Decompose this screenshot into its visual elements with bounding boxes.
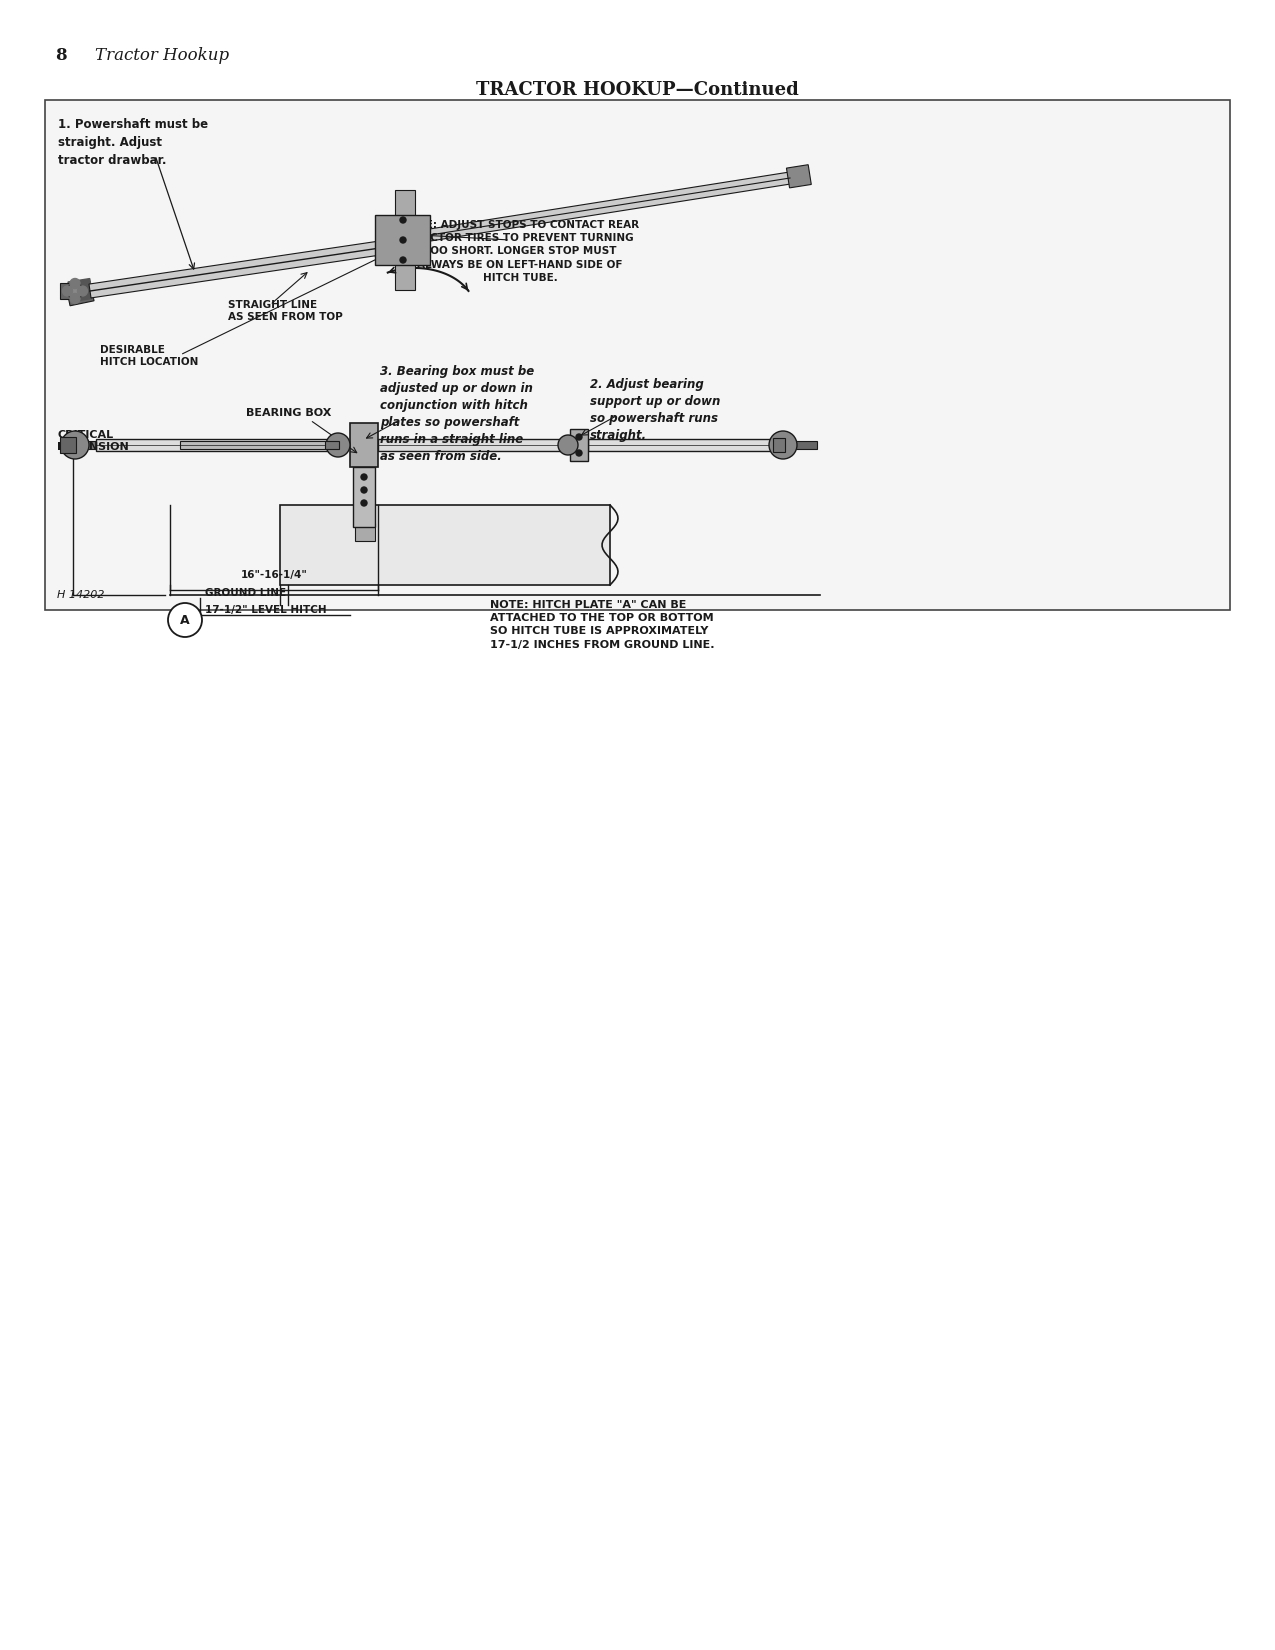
- Text: 17-1/2" LEVEL HITCH: 17-1/2" LEVEL HITCH: [205, 606, 326, 615]
- Circle shape: [576, 450, 581, 455]
- Circle shape: [61, 431, 89, 459]
- Text: 8: 8: [55, 46, 66, 63]
- Bar: [76, 441, 96, 449]
- Circle shape: [361, 487, 367, 493]
- Circle shape: [400, 257, 405, 262]
- Text: 3. Bearing box must be
adjusted up or down in
conjunction with hitch
plates so p: 3. Bearing box must be adjusted up or do…: [380, 365, 534, 464]
- Circle shape: [576, 434, 581, 441]
- Bar: [280, 505, 609, 586]
- Bar: [354, 474, 374, 482]
- Bar: [351, 422, 377, 467]
- Bar: [96, 439, 337, 450]
- Circle shape: [361, 474, 367, 480]
- Circle shape: [70, 279, 80, 289]
- Bar: [354, 498, 374, 507]
- Bar: [354, 523, 375, 541]
- Bar: [60, 437, 76, 454]
- Text: Tractor Hookup: Tractor Hookup: [96, 46, 230, 63]
- Circle shape: [400, 238, 405, 243]
- Polygon shape: [430, 172, 790, 241]
- Bar: [60, 284, 76, 299]
- Circle shape: [400, 218, 405, 223]
- Bar: [325, 441, 339, 449]
- Circle shape: [168, 602, 201, 637]
- Bar: [354, 487, 374, 493]
- Text: 2. Adjust bearing
support up or down
so powershaft runs
straight.: 2. Adjust bearing support up or down so …: [590, 378, 720, 442]
- Circle shape: [558, 436, 578, 455]
- Circle shape: [361, 500, 367, 507]
- Circle shape: [62, 285, 73, 295]
- Text: STRAIGHT LINE
AS SEEN FROM TOP: STRAIGHT LINE AS SEEN FROM TOP: [228, 300, 343, 322]
- Text: NOTE: HITCH PLATE "A" CAN BE
ATTACHED TO THE TOP OR BOTTOM
SO HITCH TUBE IS APPR: NOTE: HITCH PLATE "A" CAN BE ATTACHED TO…: [490, 601, 714, 650]
- Circle shape: [70, 294, 80, 304]
- Text: TRACTOR HOOKUP—Continued: TRACTOR HOOKUP—Continued: [476, 81, 798, 99]
- Circle shape: [68, 284, 83, 299]
- Bar: [570, 429, 588, 460]
- Bar: [773, 437, 785, 452]
- Bar: [395, 190, 414, 290]
- Text: A: A: [180, 614, 190, 627]
- Bar: [588, 439, 773, 450]
- Bar: [68, 279, 93, 302]
- Bar: [45, 101, 1230, 610]
- Bar: [353, 467, 375, 526]
- Text: NOTE: ADJUST STOPS TO CONTACT REAR
TRACTOR TIRES TO PREVENT TURNING
TOO SHORT. L: NOTE: ADJUST STOPS TO CONTACT REAR TRACT…: [400, 219, 639, 282]
- Text: 1. Powershaft must be
straight. Adjust
tractor drawbar.: 1. Powershaft must be straight. Adjust t…: [57, 119, 208, 167]
- Circle shape: [769, 431, 797, 459]
- Bar: [377, 439, 567, 450]
- Text: 16"-16-1/4": 16"-16-1/4": [241, 569, 307, 581]
- Text: DESIRABLE
HITCH LOCATION: DESIRABLE HITCH LOCATION: [99, 345, 199, 368]
- Circle shape: [326, 432, 351, 457]
- Polygon shape: [66, 280, 94, 305]
- Text: GROUND LINE: GROUND LINE: [205, 587, 286, 597]
- Text: BEARING BOX: BEARING BOX: [246, 408, 332, 417]
- Bar: [180, 441, 340, 449]
- Bar: [375, 214, 430, 266]
- Circle shape: [78, 285, 88, 295]
- Bar: [796, 441, 817, 449]
- Text: H 14202: H 14202: [57, 591, 105, 601]
- Bar: [787, 165, 811, 188]
- Polygon shape: [89, 241, 381, 299]
- Text: CRITICAL
DIMENSION: CRITICAL DIMENSION: [57, 431, 129, 452]
